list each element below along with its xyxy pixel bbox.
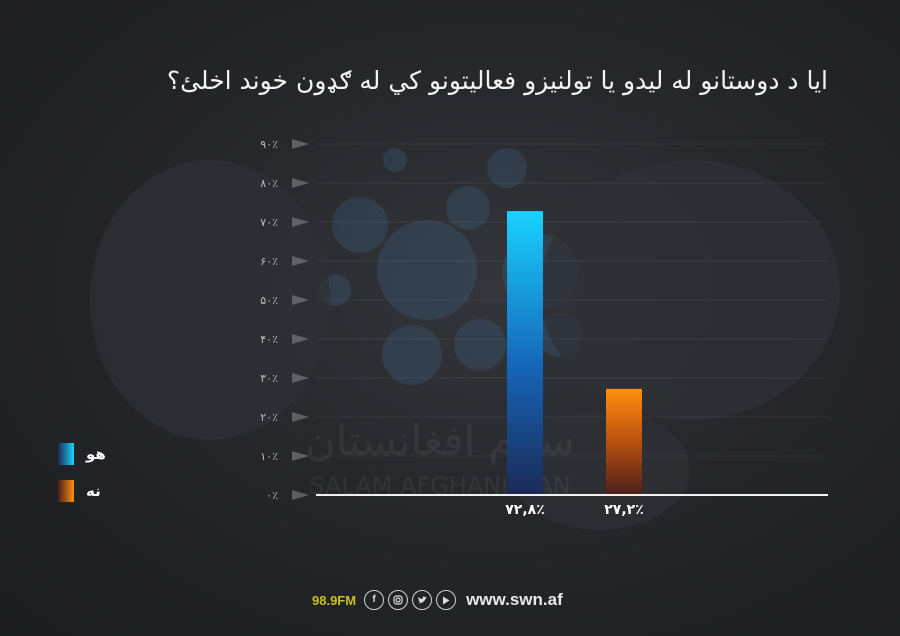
bar-no-value-label: ۲۷,۲٪ [604,502,644,518]
y-tick-marker [292,490,309,500]
y-axis: ۰٪ ۱۰٪ ۲۰٪ ۳۰٪ ۴۰٪ ۵۰٪ ۶۰٪ ۷۰٪ ۸۰٪ ۹۰٪ [260,138,309,502]
y-tick-label: ۸۰٪ [260,177,278,190]
bar-yes [507,211,543,495]
y-tick-marker [292,178,309,188]
facebook-icon[interactable]: f [364,590,385,610]
bars [507,211,642,495]
y-tick-label: ۹۰٪ [260,138,278,151]
y-tick-marker [292,139,309,149]
y-tick-marker [292,412,309,422]
y-tick-marker [292,451,309,461]
website-link[interactable]: www.swn.af [466,590,563,609]
y-tick-label: ۷۰٪ [260,216,278,229]
radio-frequency: 98.9FM [312,592,357,608]
youtube-icon[interactable] [436,590,457,610]
background-continents [90,160,840,530]
y-tick-marker [292,256,309,266]
legend-item-yes: هو [58,443,106,465]
y-tick-label: ۶۰٪ [260,255,278,268]
legend-swatch-no [58,480,74,502]
bar-no [606,388,642,495]
y-tick-label: ۱۰٪ [260,450,278,463]
bar-yes-value-label: ۷۲,۸٪ [505,502,545,518]
grid-lines [316,143,828,457]
y-tick-marker [292,217,309,227]
y-tick-marker [292,295,309,305]
legend-label-yes: هو [86,445,106,463]
y-tick-label: ۲۰٪ [260,411,278,424]
chart-title: ايا د دوستانو له ليدو يا تولنيزو فعاليتو… [166,66,828,95]
y-tick-label: ۳۰٪ [260,372,278,385]
y-tick-label: ۴۰٪ [260,333,278,346]
instagram-icon[interactable] [388,590,409,610]
data-labels: ۷۲,۸٪ ۲۷,۲٪ [505,502,644,518]
footer: 98.9FM f www.swn.af [312,588,563,612]
legend-item-no: نه [58,480,101,502]
y-tick-marker [292,334,309,344]
y-tick-label: ۵۰٪ [260,294,278,307]
legend-label-no: نه [86,482,101,500]
legend-swatch-yes [58,443,74,465]
y-tick-marker [292,373,309,383]
twitter-icon[interactable] [412,590,433,610]
y-tick-label: ۰٪ [266,489,278,502]
